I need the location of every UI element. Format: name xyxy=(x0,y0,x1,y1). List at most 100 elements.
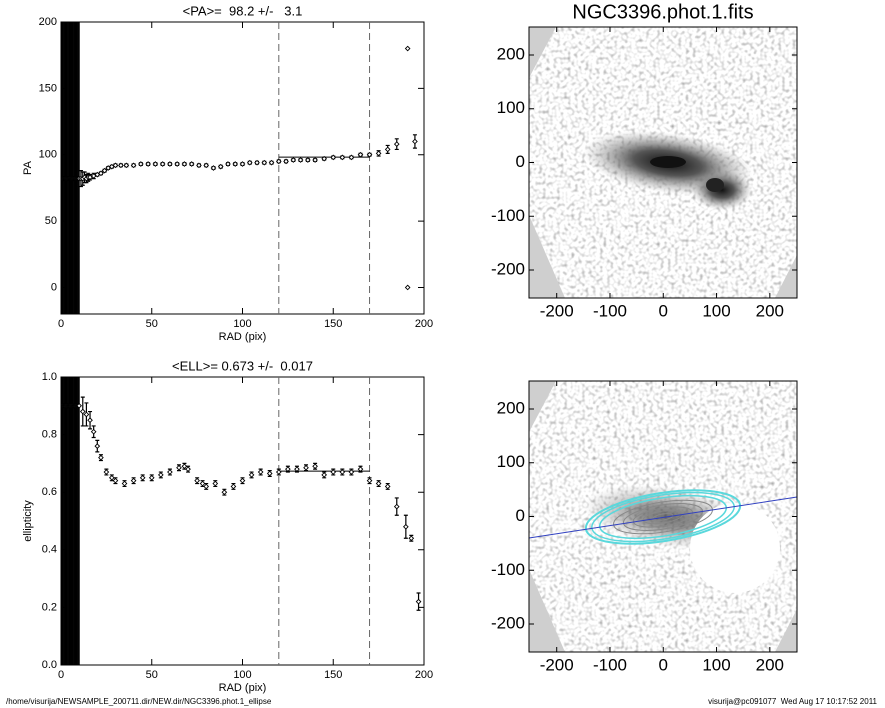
data-point xyxy=(275,469,282,475)
data-point xyxy=(210,165,217,171)
x-tick-label: 200 xyxy=(415,318,433,330)
x-tick-label: 50 xyxy=(146,669,158,681)
data-point xyxy=(98,170,104,177)
image-panel xyxy=(528,381,798,652)
x-tick-label: 0 xyxy=(58,669,64,681)
data-point xyxy=(221,489,228,496)
y-tick-label: 50 xyxy=(45,215,57,227)
data-point xyxy=(268,159,275,166)
data-point xyxy=(108,474,115,481)
data-point xyxy=(130,162,137,169)
y-tick-label: 1.0 xyxy=(42,371,57,383)
data-point xyxy=(103,469,110,475)
data-point xyxy=(297,157,304,163)
data-point xyxy=(181,463,188,470)
data-point xyxy=(239,477,246,484)
data-point xyxy=(312,157,318,163)
data-point xyxy=(290,157,297,163)
y-tick-label: -200 xyxy=(491,260,525,279)
x-tick-label: 100 xyxy=(233,669,251,681)
y-tick-label: 150 xyxy=(39,82,57,94)
data-point xyxy=(199,480,206,487)
x-axis-label: RAD (pix) xyxy=(219,682,267,694)
y-tick-label: 100 xyxy=(497,98,525,117)
y-tick-label: 100 xyxy=(39,149,57,161)
y-tick-label: -200 xyxy=(491,614,525,633)
data-point xyxy=(217,163,224,170)
chart: -200 -100 0 100 200 -200 -100 0 100 200 xyxy=(491,380,798,674)
data-point xyxy=(79,408,86,415)
data-point xyxy=(348,469,355,475)
x-tick-label: 200 xyxy=(756,655,784,674)
data-point xyxy=(330,469,337,475)
y-tick-label: 0.2 xyxy=(42,601,57,613)
y-tick-label: 0.6 xyxy=(42,486,57,498)
data-point xyxy=(159,161,166,167)
data-point xyxy=(94,443,101,449)
data-point xyxy=(112,477,119,484)
x-tick-label: 0 xyxy=(659,301,668,320)
x-tick-label: -200 xyxy=(540,301,574,320)
y-tick-label: 0.8 xyxy=(42,429,57,441)
chart-title: NGC3396.phot.1.fits xyxy=(572,1,753,23)
data-point xyxy=(185,466,191,472)
data-point xyxy=(239,161,246,167)
data-point xyxy=(303,464,309,471)
data-point xyxy=(366,477,373,484)
y-tick-label: 0.4 xyxy=(42,544,57,556)
x-tick-label: -100 xyxy=(593,655,627,674)
data-point xyxy=(339,469,346,475)
footer-stamp: visurija@pc091077 Wed Aug 17 10:17:52 20… xyxy=(708,697,877,706)
data-point xyxy=(232,161,239,167)
data-point xyxy=(157,472,164,478)
data-point xyxy=(330,154,337,161)
data-point xyxy=(167,161,173,167)
y-tick-label: 200 xyxy=(497,398,525,417)
y-tick-label: -100 xyxy=(491,560,525,579)
data-point xyxy=(384,483,391,490)
x-tick-label: -200 xyxy=(540,655,574,674)
data-point xyxy=(261,159,268,166)
data-point xyxy=(393,141,400,147)
data-point xyxy=(181,161,188,167)
y-axis-label: ellipticity xyxy=(22,500,34,542)
y-tick-label: 0.0 xyxy=(42,659,57,671)
data-point xyxy=(87,417,93,424)
data-point xyxy=(230,483,237,490)
data-point xyxy=(404,284,411,291)
data-point xyxy=(152,161,159,167)
data-point xyxy=(112,162,119,169)
data-point xyxy=(254,159,260,166)
data-point xyxy=(167,469,173,475)
data-point xyxy=(174,161,180,167)
data-point xyxy=(188,161,195,167)
data-point xyxy=(266,470,273,477)
x-tick-label: 150 xyxy=(324,318,342,330)
data-point xyxy=(294,466,300,472)
data-point xyxy=(403,523,409,530)
chart: <PA>= 98.2 +/- 3.1 0 50 100 150 200 0 50 100 150 2… xyxy=(22,3,433,342)
data-point xyxy=(412,138,418,145)
chart: NGC3396.phot.1.fits -200 -100 0 100 200 -200 -1… xyxy=(491,1,798,320)
data-point xyxy=(148,474,155,481)
y-tick-label: 200 xyxy=(39,16,57,28)
y-tick-label: 0 xyxy=(516,506,525,525)
data-point xyxy=(375,150,382,157)
data-point xyxy=(312,463,318,470)
y-tick-label: 100 xyxy=(497,452,525,471)
data-point xyxy=(139,474,146,481)
x-tick-label: 0 xyxy=(58,318,64,330)
data-point xyxy=(196,162,202,169)
data-point xyxy=(408,535,415,542)
data-point xyxy=(285,466,291,472)
data-point xyxy=(375,480,382,487)
data-point xyxy=(283,158,289,165)
y-tick-label: 200 xyxy=(497,44,525,63)
y-tick-label: 0 xyxy=(51,281,57,293)
x-tick-label: -100 xyxy=(593,301,627,320)
data-point xyxy=(145,161,151,167)
data-point xyxy=(404,45,411,52)
data-point xyxy=(321,472,328,478)
data-point xyxy=(121,480,128,487)
